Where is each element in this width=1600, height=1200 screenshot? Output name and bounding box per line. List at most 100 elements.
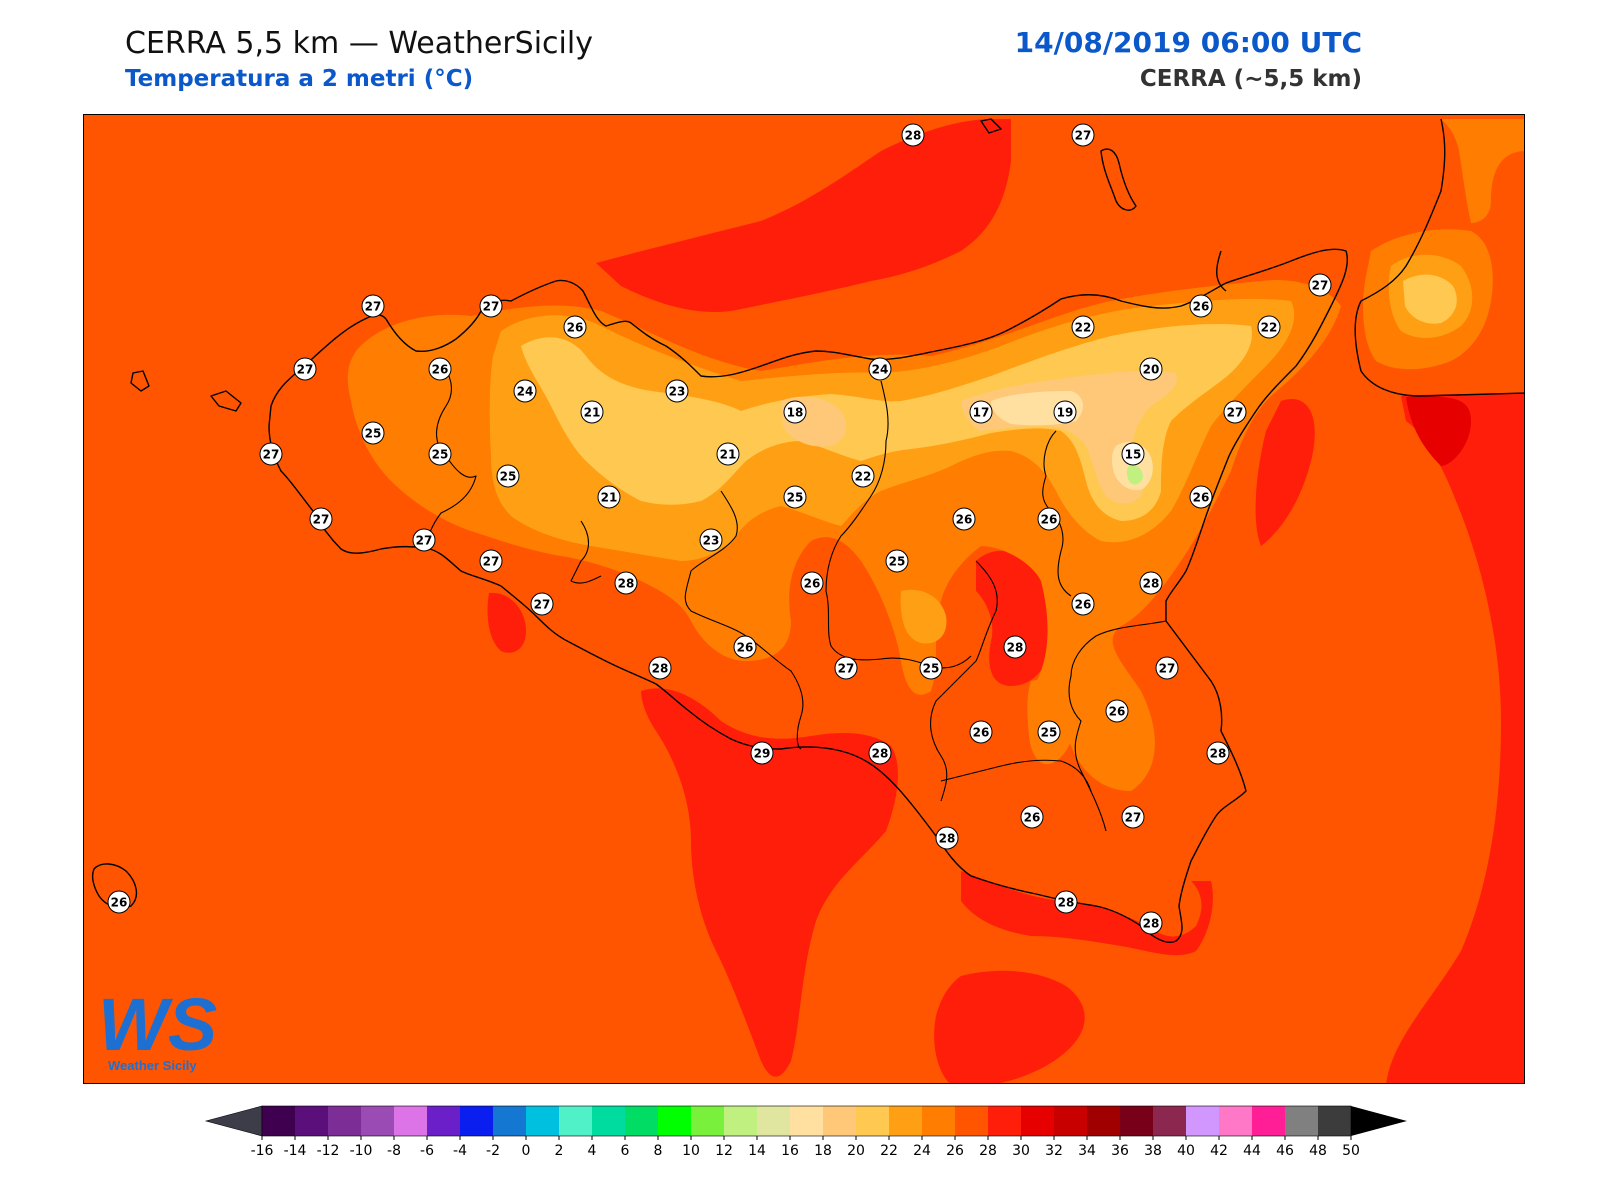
station-value: 25 bbox=[432, 448, 449, 462]
station-marker: 20 bbox=[1139, 357, 1163, 381]
station-marker: 25 bbox=[919, 656, 943, 680]
station-circle bbox=[969, 400, 993, 424]
station-marker: 27 bbox=[1155, 656, 1179, 680]
colorbar-swatch bbox=[559, 1106, 592, 1136]
colorbar-swatch bbox=[427, 1106, 460, 1136]
logo-mark: WS bbox=[98, 983, 217, 1066]
colorbar-tick-label: 28 bbox=[979, 1143, 997, 1159]
colorbar-swatch bbox=[955, 1106, 988, 1136]
station-marker: 23 bbox=[665, 379, 689, 403]
colorbar-tick-label: 10 bbox=[682, 1143, 700, 1159]
station-marker: 25 bbox=[783, 485, 807, 509]
colorbar-tick-label: 14 bbox=[748, 1143, 766, 1159]
colorbar-swatch bbox=[625, 1106, 658, 1136]
station-marker: 27 bbox=[530, 592, 554, 616]
station-circle bbox=[1054, 890, 1078, 914]
colorbar-tick-label: 48 bbox=[1309, 1143, 1327, 1159]
colorbar-tick-label: 40 bbox=[1177, 1143, 1195, 1159]
station-circle bbox=[716, 442, 740, 466]
station-value: 28 bbox=[1058, 896, 1075, 910]
station-marker: 24 bbox=[868, 357, 892, 381]
field-20-22 bbox=[521, 274, 1457, 521]
station-circle bbox=[479, 549, 503, 573]
station-marker: 26 bbox=[1189, 294, 1213, 318]
station-circle bbox=[1071, 592, 1095, 616]
colorbar-swatch bbox=[823, 1106, 856, 1136]
colorbar-tick-label: 26 bbox=[946, 1143, 964, 1159]
station-value: 26 bbox=[1193, 491, 1210, 505]
station-marker: 21 bbox=[716, 442, 740, 466]
station-value: 27 bbox=[365, 300, 382, 314]
colorbar-tick-label: 50 bbox=[1342, 1143, 1360, 1159]
station-circle bbox=[293, 357, 317, 381]
colorbar-swatch bbox=[922, 1106, 955, 1136]
station-marker: 18 bbox=[783, 400, 807, 424]
colorbar-tick-label: 30 bbox=[1012, 1143, 1030, 1159]
colorbar-tick-label: 36 bbox=[1111, 1143, 1129, 1159]
station-circle bbox=[1020, 805, 1044, 829]
colorbar-swatch bbox=[460, 1106, 493, 1136]
colorbar-tick-label: -8 bbox=[387, 1143, 401, 1159]
station-value: 28 bbox=[1210, 747, 1227, 761]
station-marker: 27 bbox=[834, 656, 858, 680]
station-circle bbox=[563, 315, 587, 339]
station-marker: 27 bbox=[309, 507, 333, 531]
station-circle bbox=[800, 571, 824, 595]
station-marker: 25 bbox=[885, 549, 909, 573]
station-circle bbox=[935, 826, 959, 850]
colorbar-tick-label: 2 bbox=[555, 1143, 564, 1159]
station-marker: 28 bbox=[901, 123, 925, 147]
colorbar-swatch bbox=[1285, 1106, 1318, 1136]
colorbar-tick-label: 18 bbox=[814, 1143, 832, 1159]
station-circle bbox=[1037, 720, 1061, 744]
station-marker: 26 bbox=[952, 507, 976, 531]
station-circle bbox=[259, 442, 283, 466]
station-value: 27 bbox=[534, 598, 551, 612]
station-circle bbox=[479, 294, 503, 318]
station-circle bbox=[580, 400, 604, 424]
station-marker: 25 bbox=[361, 421, 385, 445]
station-value: 25 bbox=[365, 427, 382, 441]
station-value: 21 bbox=[601, 491, 618, 505]
station-marker: 26 bbox=[1071, 592, 1095, 616]
colorbar-swatch bbox=[988, 1106, 1021, 1136]
station-marker: 26 bbox=[428, 357, 452, 381]
station-markers: 28 27 27 27 26 26 27 22 22 27 26 24 23 24 20 21 18 17 19 27… bbox=[107, 123, 1332, 935]
station-circle bbox=[868, 741, 892, 765]
station-value: 27 bbox=[1312, 279, 1329, 293]
station-value: 25 bbox=[787, 491, 804, 505]
station-circle bbox=[1189, 294, 1213, 318]
colorbar-under-arrow bbox=[204, 1105, 263, 1137]
station-circle bbox=[428, 357, 452, 381]
station-circle bbox=[361, 294, 385, 318]
station-marker: 24 bbox=[513, 379, 537, 403]
station-marker: 27 bbox=[412, 528, 436, 552]
station-marker: 19 bbox=[1053, 400, 1077, 424]
station-marker: 26 bbox=[969, 720, 993, 744]
station-circle bbox=[1053, 400, 1077, 424]
station-marker: 22 bbox=[1071, 315, 1095, 339]
map-subtitle: Temperatura a 2 metri (°C) bbox=[125, 66, 474, 92]
station-marker: 23 bbox=[699, 528, 723, 552]
colorbar-swatch bbox=[1186, 1106, 1219, 1136]
station-value: 26 bbox=[567, 321, 584, 335]
station-circle bbox=[412, 528, 436, 552]
station-value: 15 bbox=[1125, 448, 1142, 462]
station-value: 20 bbox=[1143, 363, 1160, 377]
station-circle bbox=[361, 421, 385, 445]
station-value: 26 bbox=[111, 896, 128, 910]
station-circle bbox=[530, 592, 554, 616]
colorbar-tick-label: -12 bbox=[317, 1143, 340, 1159]
station-value: 19 bbox=[1057, 406, 1074, 420]
station-value: 28 bbox=[872, 747, 889, 761]
colorbar-tick-label: 24 bbox=[913, 1143, 931, 1159]
coastline bbox=[91, 118, 1524, 943]
station-marker: 22 bbox=[851, 464, 875, 488]
colorbar-tick-label: 20 bbox=[847, 1143, 865, 1159]
station-marker: 28 bbox=[1139, 911, 1163, 935]
station-circle bbox=[783, 485, 807, 509]
station-value: 17 bbox=[973, 406, 990, 420]
station-marker: 27 bbox=[293, 357, 317, 381]
station-value: 21 bbox=[584, 406, 601, 420]
station-value: 26 bbox=[1109, 705, 1126, 719]
